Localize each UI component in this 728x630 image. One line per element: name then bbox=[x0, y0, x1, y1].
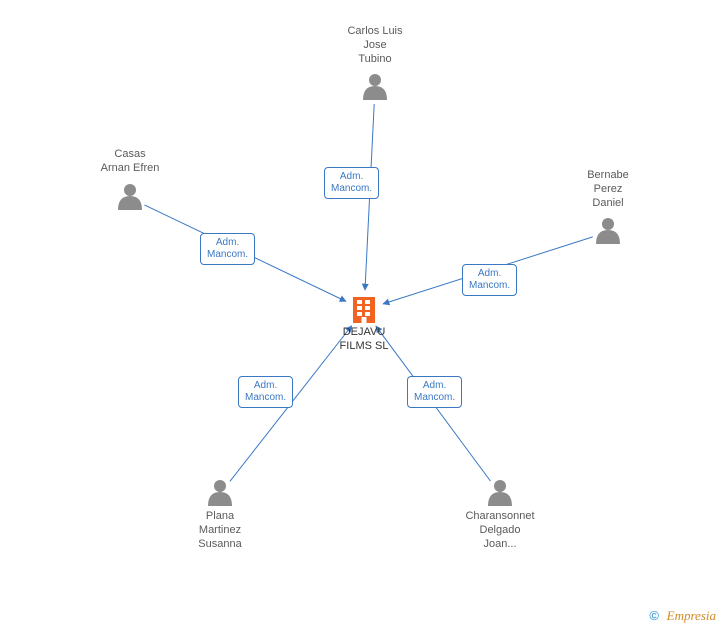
person-icon bbox=[488, 480, 512, 506]
person-label-casas: Casas Arnan Efren bbox=[70, 148, 190, 176]
brand-name: Empresia bbox=[667, 608, 716, 623]
edge-label-plana: Adm. Mancom. bbox=[238, 376, 293, 408]
edge-label-charan: Adm. Mancom. bbox=[407, 376, 462, 408]
building-icon bbox=[353, 297, 375, 323]
footer-credit: © Empresia bbox=[649, 608, 716, 624]
person-icon bbox=[363, 74, 387, 100]
edge-label-casas: Adm. Mancom. bbox=[200, 233, 255, 265]
center-company-label: DEJAVU FILMS SL bbox=[319, 326, 409, 354]
person-icon bbox=[596, 218, 620, 244]
person-label-bernabe: Bernabe Perez Daniel bbox=[548, 169, 668, 210]
diagram-canvas bbox=[0, 0, 728, 630]
edge-label-bernabe: Adm. Mancom. bbox=[462, 264, 517, 296]
person-label-carlos: Carlos Luis Jose Tubino bbox=[315, 25, 435, 66]
person-label-charan: Charansonnet Delgado Joan... bbox=[440, 510, 560, 551]
copyright-symbol: © bbox=[649, 608, 659, 623]
person-label-plana: Plana Martinez Susanna bbox=[160, 510, 280, 551]
edge-label-carlos: Adm. Mancom. bbox=[324, 167, 379, 199]
person-icon bbox=[118, 184, 142, 210]
person-icon bbox=[208, 480, 232, 506]
